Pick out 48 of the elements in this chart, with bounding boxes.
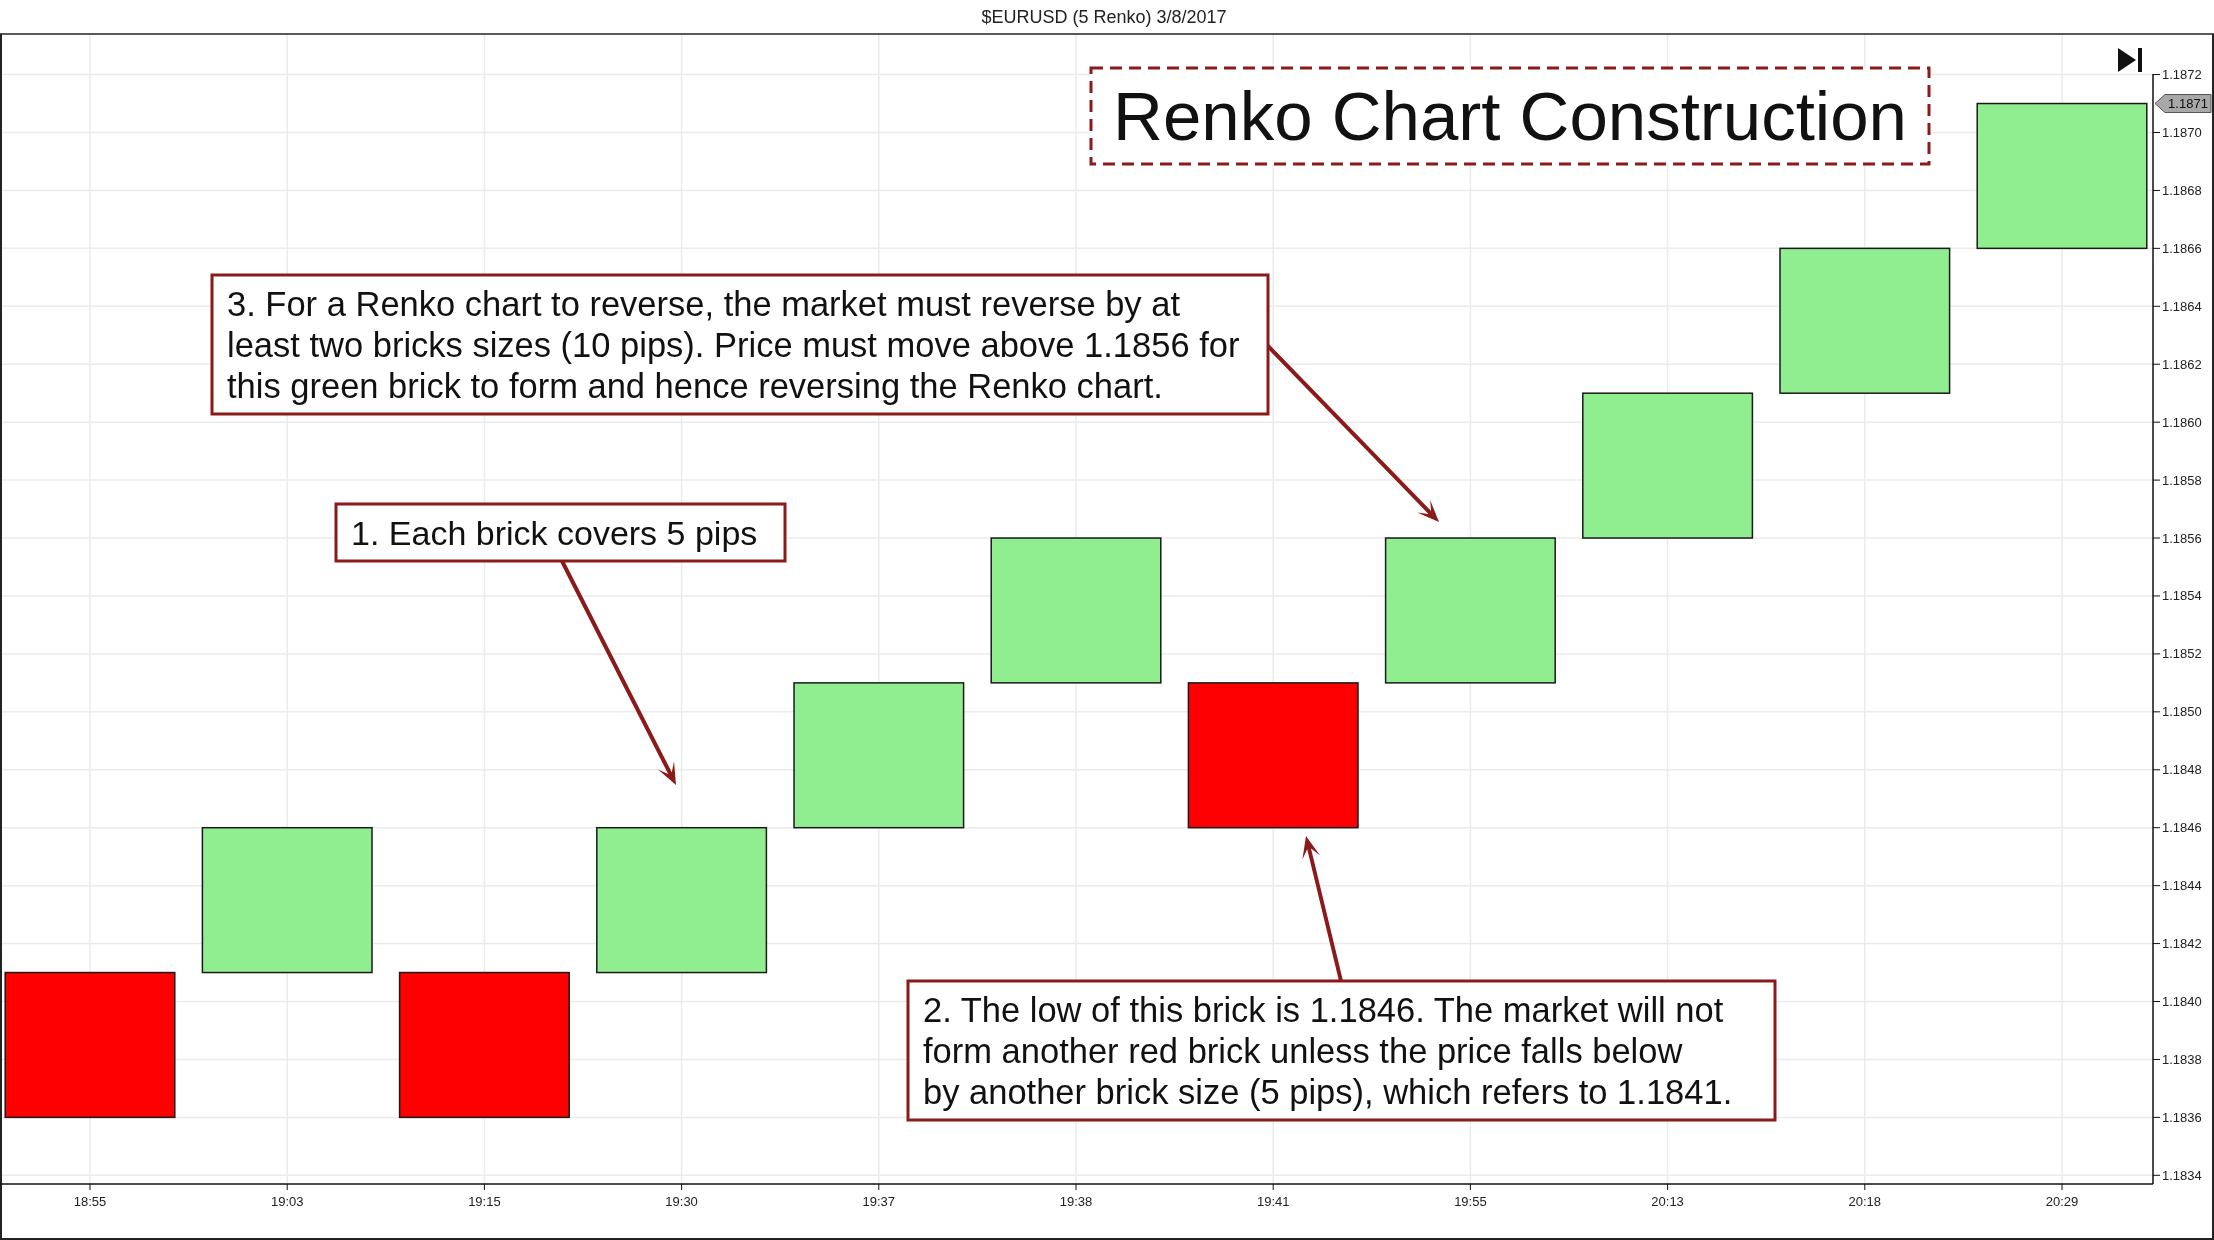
y-tick-label: 1.1868 — [2162, 182, 2202, 198]
y-tick-label: 1.1866 — [2162, 240, 2202, 256]
y-tick-label: 1.1846 — [2162, 820, 2202, 836]
annotation: 2. The low of this brick is 1.1846. The market will not form another red brick unless the price falls below by another brick size (5 pips), which refers to 1.1841. — [923, 990, 1733, 1111]
candlestick — [4, 971, 176, 1119]
x-tick-label: 19:15 — [468, 1193, 501, 1209]
x-tick-label: 19:37 — [862, 1193, 896, 1209]
annotation: 3. For a Renko chart to reverse, the market must reverse by at least two bricks sizes (10 pips). Price must move above 1.1856 for this green brick to form and hence reversing the Renko chart. — [227, 284, 1240, 405]
candlestick — [793, 682, 965, 829]
y-tick-label: 1.1852 — [2162, 646, 2202, 662]
y-tick-label: 1.1864 — [2162, 298, 2202, 314]
candlestick — [596, 826, 768, 974]
x-tick-label: 20:13 — [1651, 1193, 1684, 1209]
y-tick-label: 1.1860 — [2162, 414, 2202, 430]
y-tick-label: 1.1836 — [2162, 1109, 2202, 1125]
candlestick — [1582, 392, 1754, 539]
y-tick-label: 1.1840 — [2162, 994, 2202, 1010]
annotation: 1. Each brick covers 5 pips — [351, 513, 758, 552]
x-tick-label: 18:55 — [73, 1193, 107, 1209]
x-tick-label: 19:38 — [1059, 1193, 1093, 1209]
y-tick-label: 1.1858 — [2162, 472, 2202, 488]
x-tick-label: 19:30 — [665, 1193, 698, 1209]
candlestick — [398, 971, 570, 1119]
y-tick-label: 1.1834 — [2162, 1167, 2202, 1183]
candlestick — [1976, 102, 2148, 250]
y-tick-label: 1.1856 — [2162, 530, 2202, 546]
x-tick-label: 19:41 — [1256, 1193, 1290, 1209]
x-tick-label: 19:03 — [270, 1193, 304, 1209]
y-tick-label: 1.1850 — [2162, 704, 2202, 720]
y-tick-label: 1.1862 — [2162, 356, 2202, 372]
y-tick-label: 1.1854 — [2162, 588, 2202, 604]
text: 1.1871 — [2168, 96, 2208, 112]
y-tick-label: 1.1844 — [2162, 878, 2202, 894]
candlestick — [201, 826, 373, 974]
candlestick — [990, 537, 1162, 684]
y-tick-label: 1.1842 — [2162, 936, 2202, 952]
y-tick-label: 1.1872 — [2162, 67, 2202, 83]
candlestick — [1384, 537, 1556, 684]
y-tick-label: 1.1870 — [2162, 124, 2202, 140]
x-tick-label: 19:55 — [1454, 1193, 1487, 1209]
x-tick-label: 20:18 — [1848, 1193, 1882, 1209]
text: Renko Chart Construction — [1113, 77, 1907, 155]
y-tick-label: 1.1848 — [2162, 762, 2202, 778]
y-tick-label: 1.1838 — [2162, 1051, 2202, 1067]
chart-title: $EURUSD (5 Renko) 3/8/2017 — [981, 7, 1227, 27]
x-tick-label: 20:29 — [2045, 1193, 2079, 1209]
candlestick — [1187, 682, 1359, 829]
candlestick — [1779, 247, 1951, 394]
